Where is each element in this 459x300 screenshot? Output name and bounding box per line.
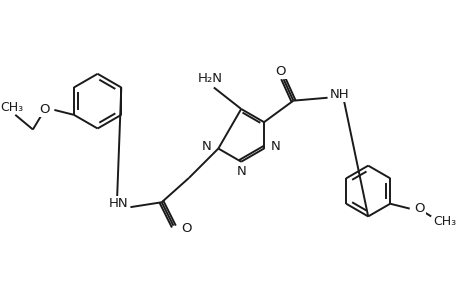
Text: O: O — [39, 103, 50, 116]
Text: N: N — [236, 165, 246, 178]
Text: NH: NH — [329, 88, 348, 101]
Text: O: O — [181, 222, 191, 235]
Text: H₂N: H₂N — [197, 72, 222, 85]
Text: CH₃: CH₃ — [432, 215, 455, 228]
Text: O: O — [414, 202, 424, 215]
Text: O: O — [275, 65, 285, 78]
Text: HN: HN — [109, 197, 128, 210]
Text: N: N — [202, 140, 211, 153]
Text: CH₃: CH₃ — [0, 100, 23, 113]
Text: N: N — [270, 140, 280, 153]
